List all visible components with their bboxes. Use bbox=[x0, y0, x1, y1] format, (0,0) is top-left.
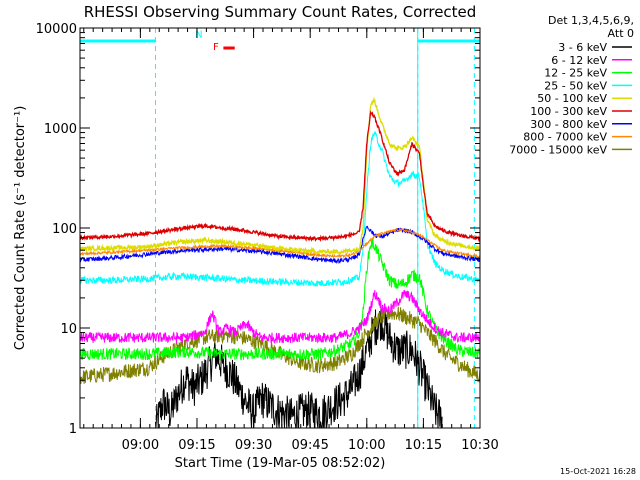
x-axis-label: Start Time (19-Mar-05 08:52:02) bbox=[175, 456, 386, 471]
x-tick-label-3: 09:45 bbox=[291, 438, 328, 453]
y-tick-label-1: 10 bbox=[60, 322, 77, 337]
series-line-0 bbox=[155, 307, 443, 429]
legend-label-5: 100 - 300 keV bbox=[530, 105, 607, 118]
y-tick-label-4: 10000 bbox=[36, 22, 77, 37]
legend-label-8: 7000 - 15000 keV bbox=[509, 143, 607, 156]
y-tick-label-0: 1 bbox=[69, 422, 77, 437]
x-tick-label-5: 10:15 bbox=[405, 438, 442, 453]
annotation-1: F bbox=[213, 42, 219, 53]
series-line-1 bbox=[79, 289, 481, 344]
legend-label-2: 12 - 25 keV bbox=[544, 67, 607, 80]
x-tick-label-1: 09:15 bbox=[178, 438, 215, 453]
axes: 1 10 100 1000 10000 09:00 09:15 09:30 09:45 10:00… bbox=[36, 22, 499, 453]
series-line-2 bbox=[79, 238, 481, 361]
x-tick-label-4: 10:00 bbox=[348, 438, 385, 453]
x-tick-label-2: 09:30 bbox=[235, 438, 272, 453]
legend-label-1: 6 - 12 keV bbox=[551, 54, 607, 67]
y-tick-label-2: 100 bbox=[52, 222, 77, 237]
legend-label-0: 3 - 6 keV bbox=[558, 41, 607, 54]
y-axis-label: Corrected Count Rate (s⁻¹ detector⁻¹) bbox=[13, 106, 28, 351]
y-tick-label-3: 1000 bbox=[44, 122, 77, 137]
legend-header-line2: Att 0 bbox=[608, 27, 634, 40]
series-line-4 bbox=[79, 96, 480, 256]
legend-label-6: 300 - 800 keV bbox=[530, 118, 607, 131]
annotation-0: N bbox=[195, 30, 202, 41]
series-line-3 bbox=[79, 131, 481, 287]
legend-label-3: 25 - 50 keV bbox=[544, 79, 607, 92]
legend-label-4: 50 - 100 keV bbox=[537, 92, 607, 105]
series-line-5 bbox=[79, 110, 481, 243]
x-tick-label-6: 10:30 bbox=[461, 438, 498, 453]
x-tick-label-0: 09:00 bbox=[122, 438, 159, 453]
plot-area: NF bbox=[79, 28, 481, 429]
legend-label-7: 800 - 7000 keV bbox=[523, 131, 607, 144]
legend-header-line1: Det 1,3,4,5,6,9, bbox=[548, 14, 634, 27]
footer-timestamp: 15-Oct-2021 16:28 bbox=[560, 467, 636, 476]
chart-title: RHESSI Observing Summary Count Rates, Co… bbox=[84, 3, 477, 21]
